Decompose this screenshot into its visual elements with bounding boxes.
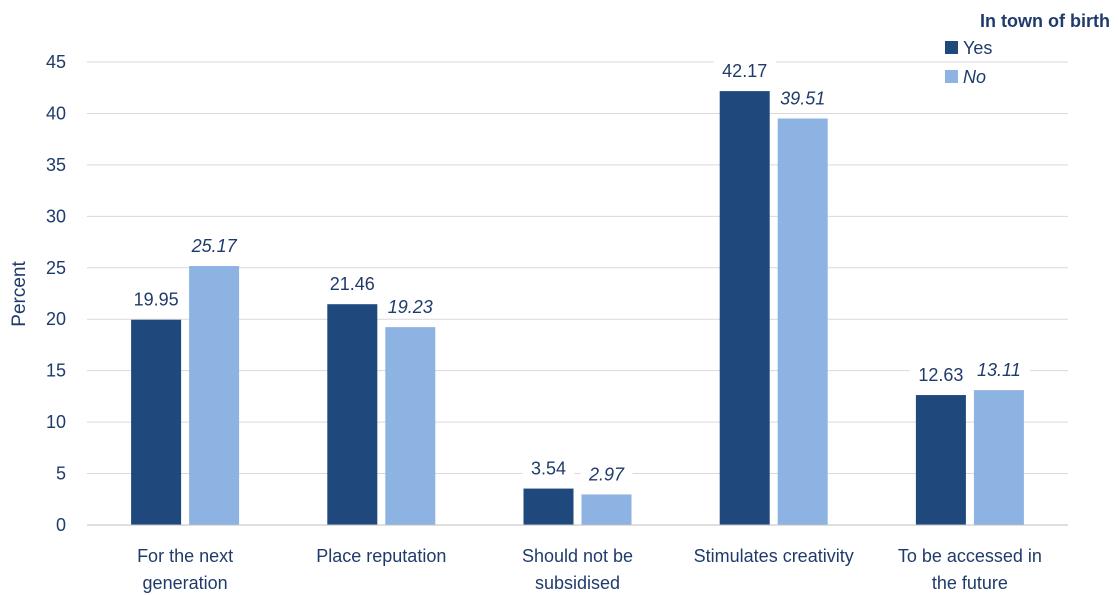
- y-tick-label: 35: [46, 155, 66, 175]
- legend: In town of birth Yes No: [945, 11, 1110, 87]
- data-label-background: [124, 288, 188, 311]
- bar-yes: [327, 304, 378, 525]
- data-label-background: [713, 60, 776, 83]
- y-tick-label: 25: [46, 258, 66, 278]
- data-label-background: [182, 235, 246, 258]
- y-tick-label: 20: [46, 309, 66, 329]
- data-label-background: [967, 359, 1031, 382]
- bar-no: [777, 118, 828, 526]
- y-tick-label: 45: [46, 52, 66, 72]
- bar-yes: [523, 488, 574, 525]
- y-tick-label: 5: [56, 464, 66, 484]
- data-label-no: 19.23: [388, 297, 433, 317]
- gridlines: [87, 61, 1068, 475]
- data-label-yes: 21.46: [330, 274, 375, 294]
- data-label-background: [522, 457, 575, 480]
- bars: [131, 91, 1024, 526]
- legend-label-yes: Yes: [963, 38, 992, 58]
- y-tick-label: 15: [46, 361, 66, 381]
- legend-title: In town of birth: [980, 11, 1110, 31]
- bar-no: [385, 327, 436, 525]
- y-tick-label: 40: [46, 103, 66, 123]
- data-label-background: [321, 273, 384, 296]
- data-label-no: 13.11: [977, 360, 1021, 380]
- data-labels: 19.95 25.17 21.46 19.23 3.54 2.97 42.17 39.51 12…: [124, 60, 1031, 486]
- data-label-yes: 12.63: [918, 365, 963, 385]
- data-label-background: [379, 296, 442, 319]
- y-axis-label: Percent: [9, 261, 30, 327]
- x-category-label: For the next generation: [137, 546, 233, 593]
- y-axis-ticks: 0 5 10 15 20 25 30 35 40 45: [46, 52, 66, 535]
- data-label-yes: 42.17: [722, 61, 767, 81]
- x-category-label: Place reputation: [316, 546, 446, 566]
- bar-no: [973, 390, 1024, 525]
- data-label-yes: 19.95: [134, 290, 179, 310]
- bar-no: [189, 266, 240, 525]
- bar-no: [581, 494, 632, 525]
- data-label-background: [580, 463, 633, 486]
- data-label-background: [771, 87, 834, 110]
- x-category-label: Should not be subsidised: [522, 546, 633, 593]
- legend-label-no: No: [963, 67, 986, 87]
- data-label-background: [909, 364, 973, 387]
- data-label-no: 2.97: [588, 464, 625, 484]
- legend-swatch-no: [945, 70, 958, 83]
- data-label-no: 25.17: [191, 236, 238, 256]
- y-tick-label: 30: [46, 206, 66, 226]
- x-category-label: Stimulates creativity: [694, 546, 854, 566]
- bar-yes: [719, 91, 770, 525]
- data-label-no: 39.51: [780, 88, 825, 108]
- x-category-label: To be accessed in the future: [898, 546, 1042, 593]
- bar-yes: [915, 395, 966, 525]
- y-tick-label: 0: [56, 515, 66, 535]
- x-axis-categories: For the next generation Place reputation Sh…: [137, 546, 1042, 593]
- bar-yes: [131, 319, 182, 525]
- data-label-yes: 3.54: [531, 459, 566, 479]
- legend-swatch-yes: [945, 41, 958, 54]
- y-tick-label: 10: [46, 412, 66, 432]
